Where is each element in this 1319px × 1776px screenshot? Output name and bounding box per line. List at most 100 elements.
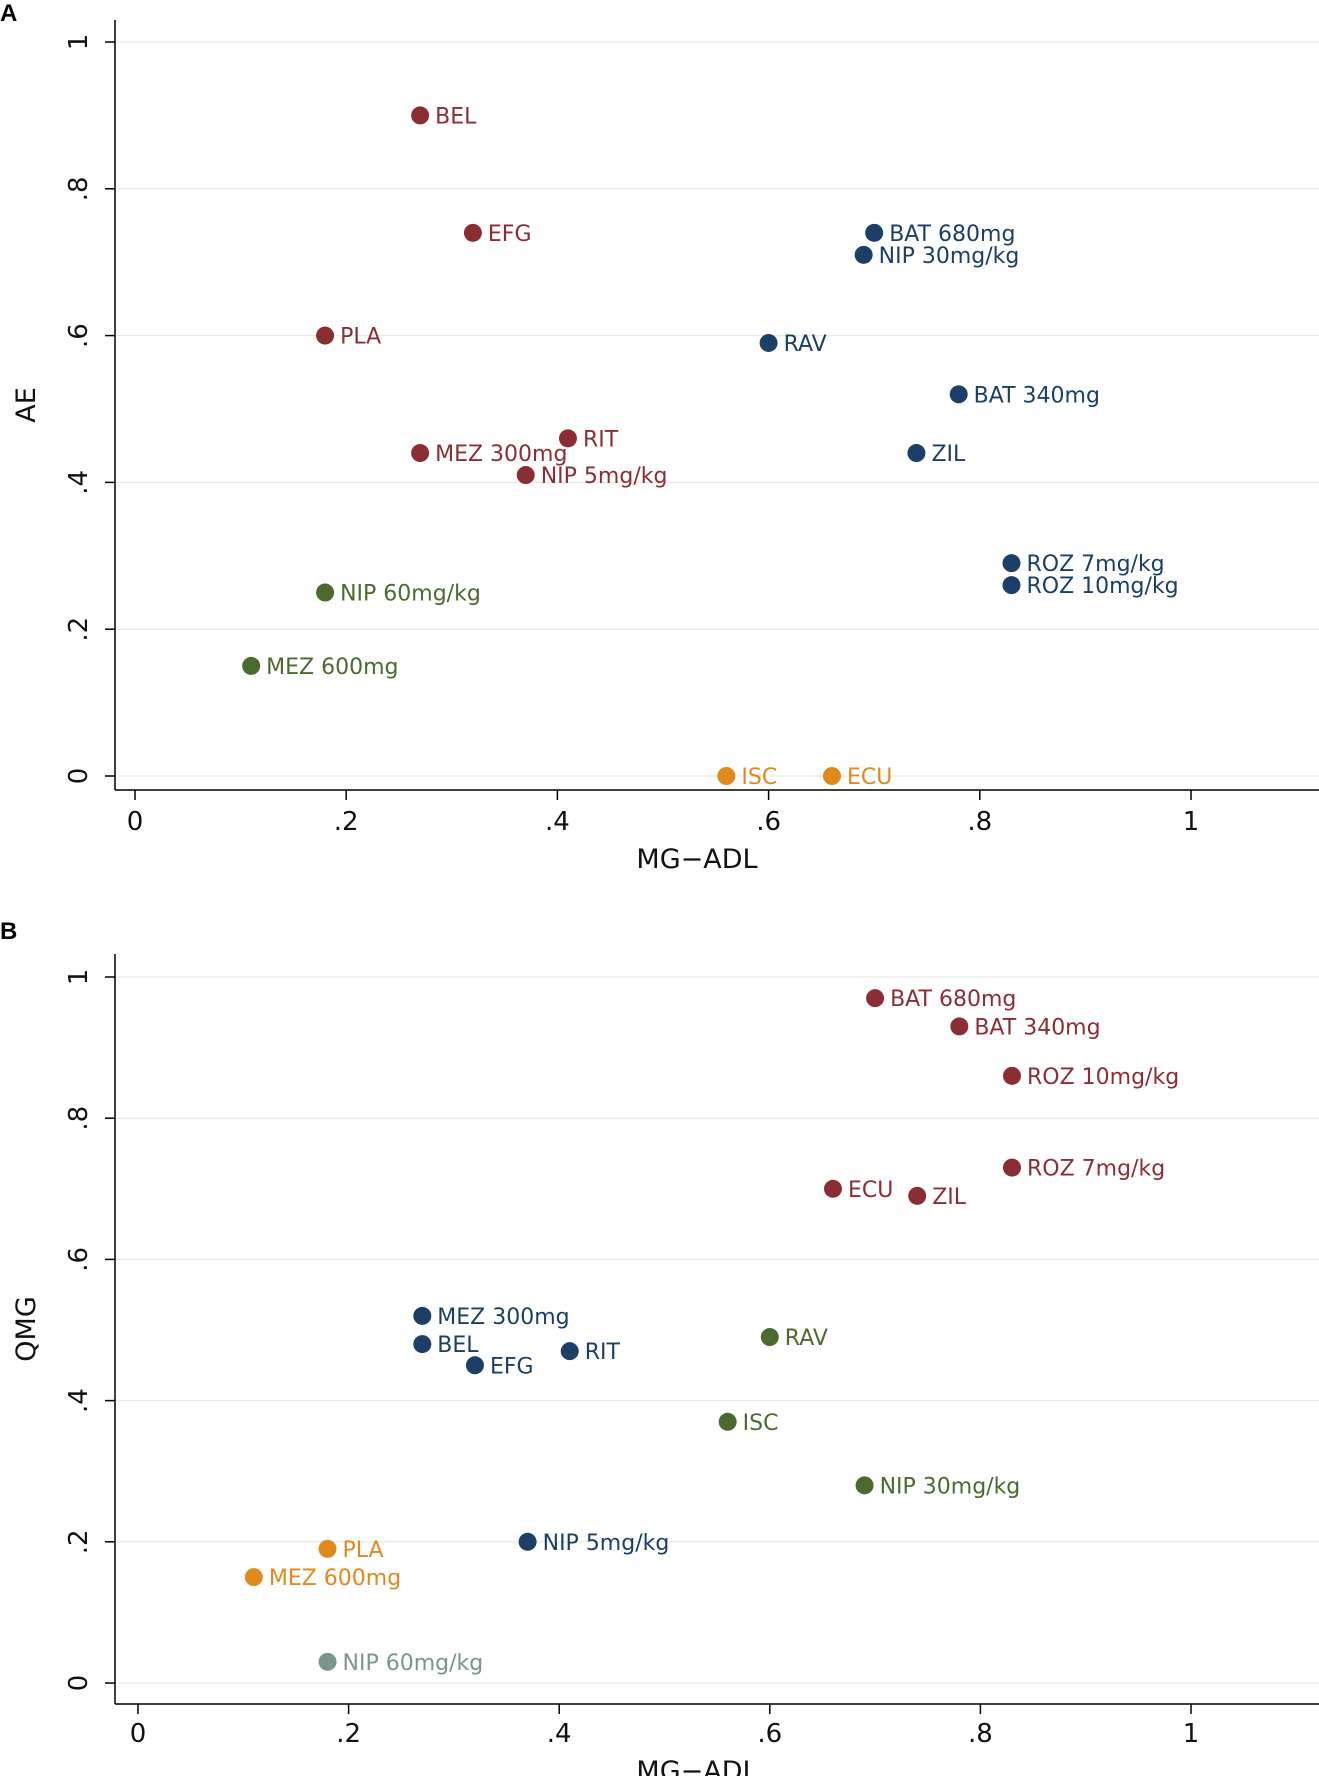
panel-a-label: A <box>0 0 18 27</box>
data-point-b <box>1002 1066 1021 1085</box>
data-point-b <box>413 1306 432 1325</box>
data-label-b: NIP 5mg/kg <box>543 1531 670 1556</box>
y-tick-label-b: 0 <box>64 1675 94 1692</box>
data-label-b: MEZ 300mg <box>437 1305 569 1330</box>
x-tick-label-b: 0 <box>130 1719 147 1749</box>
x-tick-label-b: .8 <box>968 1719 993 1749</box>
data-label-b: PLA <box>343 1538 384 1563</box>
y-tick-label-b: .6 <box>64 1247 94 1272</box>
y-tick-label-a: 1 <box>64 34 94 51</box>
data-label-b: BEL <box>437 1333 479 1358</box>
data-point-a <box>242 656 261 675</box>
data-point-a <box>411 106 430 125</box>
data-label-a: ZIL <box>931 442 966 467</box>
data-point-b <box>866 989 885 1008</box>
y-tick-label-b: .2 <box>64 1529 94 1554</box>
data-point-b <box>465 1356 484 1375</box>
data-label-b: ECU <box>848 1178 893 1203</box>
y-tick-label-a: .2 <box>64 617 94 642</box>
data-point-b <box>855 1476 874 1495</box>
x-tick-label-b: .4 <box>547 1719 572 1749</box>
data-point-a <box>822 767 841 785</box>
x-tick-label-b: 1 <box>1183 1719 1200 1749</box>
y-tick-label-b: .8 <box>64 1106 94 1131</box>
data-label-a: ECU <box>847 765 892 790</box>
data-point-a <box>558 429 577 448</box>
y-tick-label-b: 1 <box>64 969 94 986</box>
data-point-a <box>411 444 430 463</box>
data-label-b: ISC <box>743 1411 779 1436</box>
data-point-b <box>950 1017 969 1036</box>
data-label-b: MEZ 600mg <box>269 1566 401 1591</box>
data-point-a <box>865 223 884 242</box>
data-label-b: ZIL <box>932 1185 967 1210</box>
data-label-b: RAV <box>785 1326 828 1351</box>
data-point-b <box>1002 1158 1021 1177</box>
data-point-a <box>1002 554 1021 573</box>
data-point-a <box>516 466 535 485</box>
data-label-a: ISC <box>741 765 777 790</box>
data-point-b <box>908 1186 927 1205</box>
data-label-b: BAT 340mg <box>974 1015 1100 1040</box>
data-point-b <box>823 1179 842 1198</box>
y-tick-label-a: .6 <box>64 323 94 348</box>
data-point-b <box>518 1532 537 1551</box>
data-label-b: NIP 60mg/kg <box>343 1651 484 1676</box>
data-point-a <box>759 333 778 352</box>
data-label-a: MEZ 300mg <box>435 442 567 467</box>
data-point-b <box>413 1335 432 1354</box>
scatter-chart-qmg: 0 .2 .4 .6 .8 1 0 .2 .4 .6 .8 1 MG−ADL QMG BAT 680mg BA… <box>11 954 1319 1776</box>
y-axis-title-b: QMG <box>11 1296 42 1361</box>
data-label-b: ROZ 7mg/kg <box>1027 1157 1165 1182</box>
x-tick-label-a: 1 <box>1183 807 1200 837</box>
data-label-a: BEL <box>435 104 477 129</box>
x-tick-label-b: .6 <box>757 1719 782 1749</box>
data-label-a: ROZ 10mg/kg <box>1026 574 1178 599</box>
data-label-b: EFG <box>490 1354 534 1379</box>
x-tick-label-a: .6 <box>756 807 781 837</box>
data-label-a: RAV <box>784 332 827 357</box>
data-point-b <box>560 1342 579 1361</box>
data-point-b <box>318 1652 337 1671</box>
y-axis-title-a: AE <box>11 387 42 423</box>
data-label-a: PLA <box>340 325 381 350</box>
data-label-a: RIT <box>583 427 619 452</box>
x-tick-label-b: .2 <box>336 1719 361 1749</box>
y-tick-label-a: 0 <box>64 768 94 785</box>
data-point-a <box>463 223 482 242</box>
x-tick-label-a: 0 <box>127 807 144 837</box>
data-label-a: EFG <box>488 222 532 247</box>
x-tick-label-a: .2 <box>334 807 359 837</box>
data-label-b: BAT 680mg <box>890 987 1016 1012</box>
data-point-a <box>854 245 873 264</box>
data-point-a <box>949 385 968 404</box>
data-point-a <box>907 444 926 463</box>
data-point-a <box>316 583 335 602</box>
x-tick-label-a: .4 <box>545 807 570 837</box>
data-point-b <box>318 1539 337 1558</box>
data-point-b <box>244 1568 263 1587</box>
scatter-chart-ae: 0 .2 .4 .6 .8 1 0 .2 .4 .6 .8 1 MG−ADL AE BEL EFG PLA RIT… <box>11 20 1319 875</box>
data-label-a: BAT 340mg <box>974 383 1100 408</box>
data-point-b <box>760 1328 779 1347</box>
data-point-b <box>718 1412 737 1431</box>
y-tick-label-a: .8 <box>64 176 94 201</box>
y-tick-label-b: .4 <box>64 1388 94 1413</box>
x-axis-title-b: MG−ADL <box>636 1756 757 1776</box>
data-point-a <box>717 767 736 785</box>
data-label-b: NIP 30mg/kg <box>880 1474 1021 1499</box>
data-label-b: ROZ 10mg/kg <box>1027 1065 1179 1090</box>
x-tick-label-a: .8 <box>967 807 992 837</box>
data-label-b: RIT <box>585 1340 621 1365</box>
data-point-a <box>316 326 335 345</box>
data-label-a: NIP 60mg/kg <box>340 582 481 607</box>
panel-b-label: B <box>0 918 18 945</box>
y-tick-label-a: .4 <box>64 470 94 495</box>
data-label-a: NIP 5mg/kg <box>541 464 668 489</box>
data-point-a <box>1002 576 1021 595</box>
data-label-a: NIP 30mg/kg <box>879 244 1020 269</box>
data-label-a: ROZ 7mg/kg <box>1026 552 1164 577</box>
x-axis-title-a: MG−ADL <box>636 844 757 875</box>
data-label-a: MEZ 600mg <box>266 655 398 680</box>
data-label-a: BAT 680mg <box>889 222 1015 247</box>
